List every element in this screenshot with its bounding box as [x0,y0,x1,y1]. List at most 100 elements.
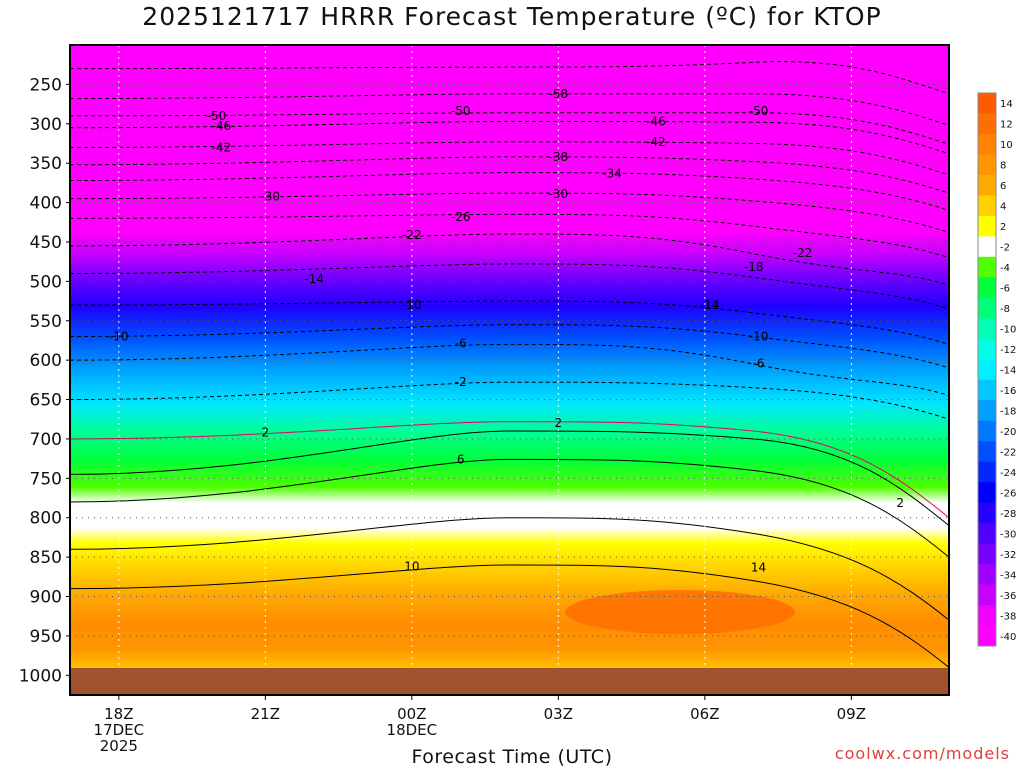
colorbar-swatch [978,174,996,196]
contour-label: -14 [700,298,720,312]
y-tick-label: 350 [30,154,62,174]
contour-line [69,564,950,668]
colorbar-label: 10 [1000,140,1013,151]
contour-line [69,233,950,286]
colorbar-frame [977,92,997,647]
colorbar-label: -16 [1000,386,1016,397]
colorbar-label: -18 [1000,406,1016,417]
y-tick-label: 450 [30,233,62,253]
colorbar-swatch [978,359,996,381]
colorbar-swatch [978,543,996,565]
colorbar-swatch [978,420,996,442]
x-tick-label: 18Z [104,705,133,723]
contour-label: -22 [402,228,422,242]
contour-line [69,213,950,259]
colorbar-swatch [978,564,996,586]
colorbar-label: 2 [1000,222,1006,233]
contour-line [69,93,950,126]
y-tick-label: 250 [30,75,62,95]
contour-label: -46 [212,119,232,133]
contour-line [69,192,950,233]
colorbar-swatch [978,338,996,360]
warm-core-region [565,590,795,634]
colorbar-swatch [978,236,996,258]
contour-label: -26 [451,210,471,224]
y-axis: 250 300 350 400 450 500 550 600 650 700 750 800 850 9… [19,75,70,686]
y-tick-label: 900 [30,588,62,608]
colorbar-label: -22 [1000,447,1016,458]
colorbar-swatch [978,605,996,627]
x-tick-year: 2025 [100,737,138,755]
contour-label: -30 [549,187,569,201]
contour-label: -6 [455,337,467,351]
contour-label: -10 [749,330,769,344]
x-tick-date: 18DEC [387,721,438,739]
contour-label: 2 [262,426,270,440]
contour-label: -50 [207,109,227,123]
colorbar-label: -26 [1000,488,1016,499]
contour-label: -14 [304,272,324,286]
contour-label: -6 [753,356,765,370]
contour-label: -2 [455,375,467,389]
colorbar-label: 4 [1000,202,1006,213]
colorbar-label: -10 [1000,325,1016,336]
x-tick-label: 09Z [837,705,866,723]
colorbar-label: -6 [1000,284,1010,295]
x-tick-label: 03Z [544,705,573,723]
colorbar-label: -28 [1000,509,1016,520]
colorbar-label: -34 [1000,570,1016,581]
contour-line [69,343,950,397]
colorbar-swatch [978,93,996,114]
contour-line [69,120,950,155]
x-tick-label: 00Z [397,705,426,723]
colorbar-label: -14 [1000,366,1016,377]
colorbar-label: -2 [1000,243,1010,254]
x-tick-date: 17DEC [94,721,145,739]
contour-line [69,381,950,420]
contour-label: -50 [749,104,769,118]
contour-labels: -58-50 -50 -50-46 -46-42 -42-38-34-30 -30-26-… [109,87,904,575]
colorbar-label: 6 [1000,181,1006,192]
colorbar-swatch [978,584,996,606]
contour-lines [69,61,950,668]
contour-label: -42 [646,135,666,149]
colorbar-label: -4 [1000,263,1010,274]
colorbar-swatch [978,523,996,545]
temperature-field [70,45,949,695]
contour-label: 6 [457,452,465,466]
y-tick-label: 600 [30,351,62,371]
colorbar-swatch [978,379,996,401]
y-tick-label: 950 [30,627,62,647]
colorbar-label: -30 [1000,529,1016,540]
y-tick-label: 500 [30,272,62,292]
contour-line [69,324,950,369]
contour-label: -30 [260,189,280,203]
y-tick-label: 650 [30,391,62,411]
colorbar-swatch [978,400,996,422]
contour-line [69,141,950,176]
colorbar-swatch [978,277,996,299]
contour-line [69,263,950,310]
colorbar-swatch [978,195,996,217]
contour-line [69,61,950,95]
colorbar-swatch [978,441,996,463]
contour-label: 14 [751,560,766,574]
chart-title: 2025121717 HRRR Forecast Temperature (ºC… [142,2,882,31]
contour-label: -46 [646,114,666,128]
colorbar-label: 14 [1000,99,1013,110]
contour-label: 2 [896,496,904,510]
y-tick-label: 700 [30,430,62,450]
colorbar-label: -38 [1000,611,1016,622]
plot-frame [69,44,950,696]
contour-label: 2 [555,416,563,430]
colorbar-swatch [978,502,996,524]
y-tick-label: 1000 [19,666,62,686]
contour-label: -22 [793,246,813,260]
contour-line [69,172,950,211]
colorbar-swatch [978,625,996,647]
contour-line [69,112,950,145]
colorbar-label: -12 [1000,345,1016,356]
contour-line [69,421,950,519]
